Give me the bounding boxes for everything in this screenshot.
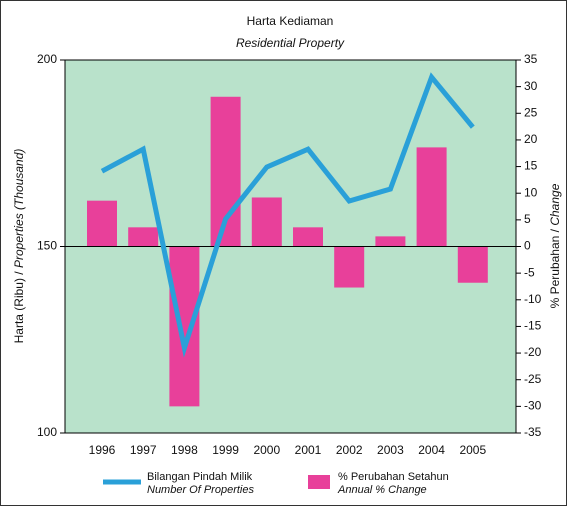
y2-tick-label: 0 <box>524 239 531 253</box>
bar <box>169 246 200 407</box>
y2-tick-label: 35 <box>524 52 538 66</box>
y2-tick-label: -10 <box>524 292 542 306</box>
y2-tick-label: -30 <box>524 399 542 413</box>
legend-label: Bilangan Pindah Milik <box>147 471 253 483</box>
y2-tick-label: 15 <box>524 159 538 173</box>
y2-tick-label: -35 <box>524 425 542 439</box>
chart-subtitle: Residential Property <box>236 36 345 50</box>
y2-label-part: % Perubahan / <box>548 228 562 308</box>
y2-axis-label: % Perubahan / Change <box>548 183 562 308</box>
bar <box>293 227 323 247</box>
y2-tick-label: -25 <box>524 372 542 386</box>
chart-title: Harta Kediaman <box>247 14 334 28</box>
y2-tick-label: 30 <box>524 79 538 93</box>
x-tick-label: 1996 <box>89 443 116 457</box>
y2-tick-label: -5 <box>524 265 535 279</box>
legend-label: % Perubahan Setahun <box>338 471 449 483</box>
y-axis-label: Harta (Ribu) / Properties (Thousand) <box>12 149 26 344</box>
y-tick-label: 100 <box>37 425 57 439</box>
x-tick-label: 2002 <box>336 443 363 457</box>
x-tick-label: 2004 <box>418 443 445 457</box>
y-tick-label: 150 <box>37 239 57 253</box>
y2-tick-label: 5 <box>524 212 531 226</box>
bar <box>416 147 447 247</box>
y-label-part: Harta (Ribu) / <box>12 271 26 344</box>
bar <box>251 197 282 247</box>
y-label-part: Properties (Thousand) <box>12 149 26 268</box>
bar <box>457 246 488 283</box>
bar <box>334 246 365 288</box>
x-tick-label: 1999 <box>212 443 239 457</box>
x-tick-label: 2003 <box>377 443 404 457</box>
bar <box>128 227 159 247</box>
x-tick-label: 2005 <box>459 443 486 457</box>
legend-label: Number Of Properties <box>147 484 254 496</box>
legend-label: Annual % Change <box>337 484 427 496</box>
y2-tick-label: 20 <box>524 132 538 146</box>
bar <box>87 200 117 247</box>
y2-label-part: Change <box>548 183 562 225</box>
x-tick-label: 2000 <box>253 443 280 457</box>
x-tick-label: 1997 <box>130 443 157 457</box>
x-tick-label: 1998 <box>171 443 198 457</box>
y-tick-label: 200 <box>37 52 57 66</box>
legend-swatch <box>308 475 330 489</box>
y2-tick-label: 10 <box>524 185 538 199</box>
y2-tick-label: -15 <box>524 319 542 333</box>
y2-tick-label: -20 <box>524 345 542 359</box>
line <box>100 72 475 358</box>
x-tick-label: 2001 <box>295 443 322 457</box>
bar <box>375 236 406 247</box>
y2-tick-label: 25 <box>524 105 538 119</box>
